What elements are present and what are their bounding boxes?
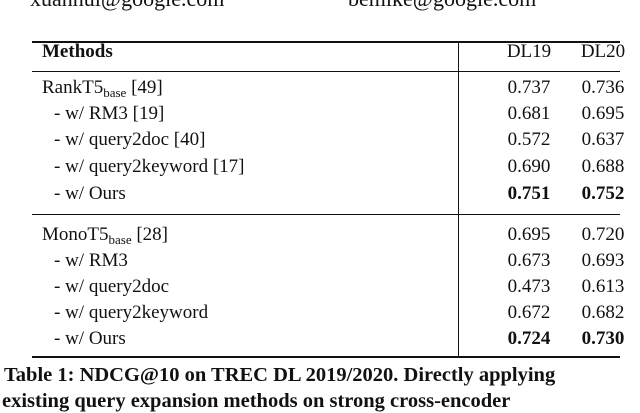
column-separator xyxy=(458,72,459,356)
method-cell: - w/ query2keyword [17] xyxy=(54,156,245,177)
dl19-cell: 0.690 xyxy=(507,156,551,177)
table-row: - w/ query2doc [40] 0.572 0.637 xyxy=(32,127,624,153)
dl19-cell: 0.737 xyxy=(507,77,551,98)
dl19-cell: 0.672 xyxy=(507,302,551,323)
table-row-base: MonoT5base [28] 0.695 0.720 xyxy=(32,222,624,248)
header-dl19: DL19 xyxy=(506,41,552,62)
dl20-cell: 0.693 xyxy=(581,250,625,271)
dl19-cell: 0.673 xyxy=(507,250,551,271)
author-email: xuanhui@google.com xyxy=(30,0,224,12)
dl20-cell: 0.682 xyxy=(581,302,625,323)
method-cell: - w/ Ours xyxy=(54,328,126,349)
header-row: Methods DL19 DL20 xyxy=(32,39,625,65)
dl19-cell: 0.572 xyxy=(507,129,551,150)
method-cell: MonoT5base [28] xyxy=(42,224,169,247)
dl20-cell: 0.730 xyxy=(581,328,625,349)
dl19-cell: 0.695 xyxy=(507,224,551,245)
header-dl20: DL20 xyxy=(580,41,626,62)
method-cell: RankT5base [49] xyxy=(42,77,163,100)
mid-rule xyxy=(32,71,620,72)
dl19-cell: 0.473 xyxy=(507,276,551,297)
author-email: bemike@google.com xyxy=(348,0,536,12)
method-cell: - w/ RM3 xyxy=(54,250,128,271)
dl20-cell: 0.613 xyxy=(581,276,625,297)
table-caption: Table 1: NDCG@10 on TREC DL 2019/2020. D… xyxy=(4,364,556,386)
bottom-rule xyxy=(32,356,620,358)
table-caption-continued: existing query expansion methods on stro… xyxy=(2,390,511,412)
dl20-cell: 0.695 xyxy=(581,103,625,124)
table-row: - w/ Ours 0.751 0.752 xyxy=(32,181,624,207)
method-cell: - w/ query2doc xyxy=(54,276,170,297)
dl19-cell: 0.681 xyxy=(507,103,551,124)
top-rule xyxy=(32,41,620,43)
method-cell: - w/ query2doc [40] xyxy=(54,129,206,150)
dl19-cell: 0.751 xyxy=(507,183,551,204)
header-methods: Methods xyxy=(42,41,113,62)
group-rule xyxy=(32,214,620,215)
dl20-cell: 0.736 xyxy=(581,77,625,98)
table-row: - w/ query2keyword [17] 0.690 0.688 xyxy=(32,154,624,180)
method-cell: - w/ query2keyword xyxy=(54,302,209,323)
dl20-cell: 0.637 xyxy=(581,129,625,150)
dl19-cell: 0.724 xyxy=(507,328,551,349)
method-cell: - w/ Ours xyxy=(54,183,126,204)
dl20-cell: 0.720 xyxy=(581,224,625,245)
table-row: - w/ RM3 [19] 0.681 0.695 xyxy=(32,101,624,127)
table-row: - w/ query2doc 0.473 0.613 xyxy=(32,274,624,300)
method-cell: - w/ RM3 [19] xyxy=(54,103,165,124)
table-row: - w/ RM3 0.673 0.693 xyxy=(32,248,624,274)
table-row: - w/ Ours 0.724 0.730 xyxy=(32,326,624,352)
column-separator xyxy=(458,43,459,71)
table-row: - w/ query2keyword 0.672 0.682 xyxy=(32,300,624,326)
table-row-base: RankT5base [49] 0.737 0.736 xyxy=(32,75,624,101)
dl20-cell: 0.688 xyxy=(581,156,625,177)
dl20-cell: 0.752 xyxy=(581,183,625,204)
